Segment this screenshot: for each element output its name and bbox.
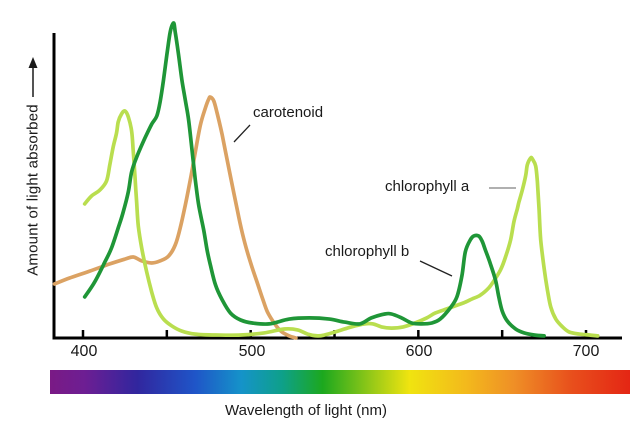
x-axis-label: Wavelength of light (nm) bbox=[224, 402, 388, 419]
annotation-carotenoid: carotenoid bbox=[253, 104, 324, 121]
curve-chlorophyll-a bbox=[82, 109, 600, 338]
curve-carotenoid bbox=[52, 95, 298, 340]
y-axis-label: Amount of light absorbed bbox=[24, 104, 42, 276]
x-tick-label-400: 400 bbox=[70, 343, 98, 360]
pointer-line-carotenoid bbox=[233, 124, 251, 143]
y-axis-arrow-head bbox=[28, 57, 38, 68]
x-tick-label-700: 700 bbox=[572, 343, 600, 360]
curve-chlorophyll-b bbox=[82, 21, 546, 338]
x-tick-label-600: 600 bbox=[405, 343, 433, 360]
visible-light-spectrum-bar bbox=[50, 370, 630, 394]
pointer-line-chlorophyll-b bbox=[419, 260, 453, 277]
annotation-chlorophyll-b: chlorophyll b bbox=[325, 243, 410, 260]
x-tick-label-500: 500 bbox=[238, 343, 266, 360]
annotation-chlorophyll-a: chlorophyll a bbox=[385, 178, 470, 195]
